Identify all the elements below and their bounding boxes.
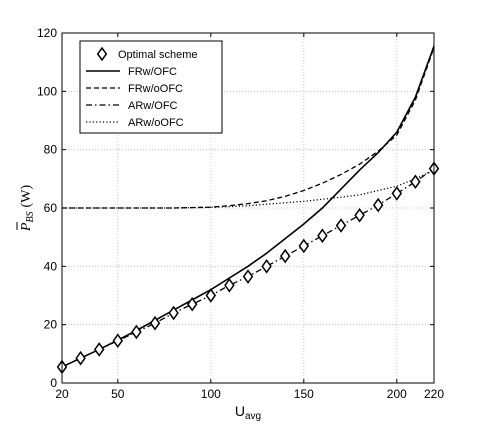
data-point-optimal-scheme bbox=[93, 342, 105, 357]
data-point-optimal-scheme bbox=[317, 228, 328, 243]
data-point-optimal-scheme bbox=[391, 186, 403, 201]
data-point-optimal-scheme bbox=[168, 305, 179, 321]
x-tick-label: 100 bbox=[201, 387, 221, 401]
data-point-optimal-scheme bbox=[75, 350, 86, 366]
series-line-frw-ofc bbox=[61, 45, 435, 368]
y-axis-title-symbol: P bbox=[19, 222, 34, 232]
x-tick-label: 200 bbox=[387, 387, 407, 401]
x-axis-ticks: 20 50 100 150 200 220 bbox=[55, 33, 444, 401]
y-tick-label: 20 bbox=[44, 318, 58, 332]
data-point-optimal-scheme bbox=[186, 296, 198, 312]
y-axis-title: PBS (W) bbox=[16, 185, 36, 233]
y-axis-title-text: PBS (W) bbox=[19, 185, 36, 233]
series-line-arw-oofc bbox=[62, 169, 435, 209]
data-point-optimal-scheme bbox=[112, 333, 124, 348]
legend-label-optimal-scheme: Optimal scheme bbox=[118, 49, 197, 61]
legend: Optimal scheme FRw/OFC FRw/oOFC ARw/OFC ARw/… bbox=[79, 40, 223, 134]
legend-label-frw-ofc: FRw/OFC bbox=[128, 66, 177, 78]
data-point-optimal-scheme bbox=[205, 288, 217, 303]
data-point-optimal-scheme bbox=[354, 208, 365, 223]
data-point-optimal-scheme bbox=[279, 248, 291, 264]
y-tick-label: 80 bbox=[44, 143, 58, 157]
x-tick-label: 20 bbox=[55, 387, 69, 401]
x-axis-title-main: U bbox=[235, 403, 245, 419]
data-point-optimal-scheme bbox=[298, 238, 310, 254]
x-tick-label: 50 bbox=[111, 387, 125, 401]
data-point-optimal-scheme bbox=[131, 324, 142, 340]
y-tick-label: 120 bbox=[37, 26, 57, 40]
x-tick-label: 150 bbox=[294, 387, 314, 401]
data-point-optimal-scheme bbox=[149, 315, 161, 331]
data-point-optimal-scheme bbox=[410, 174, 421, 190]
y-tick-label: 0 bbox=[50, 376, 57, 390]
legend-label-frw-oofc: FRw/oOFC bbox=[128, 83, 183, 95]
data-point-optimal-scheme bbox=[335, 218, 347, 233]
legend-label-arw-ofc: ARw/OFC bbox=[128, 100, 178, 112]
legend-marker-optimal-scheme bbox=[96, 46, 108, 62]
data-point-optimal-scheme bbox=[224, 278, 235, 293]
y-axis-title-sub: BS bbox=[25, 211, 36, 222]
legend-label-arw-oofc: ARw/oOFC bbox=[128, 117, 184, 129]
y-tick-label: 100 bbox=[37, 84, 57, 98]
y-axis-title-unit: (W) bbox=[19, 185, 34, 208]
data-point-optimal-scheme bbox=[372, 197, 384, 213]
y-axis-ticks: 0 20 40 60 80 100 120 bbox=[37, 26, 434, 390]
x-axis-title-sub: avg bbox=[245, 411, 261, 422]
y-tick-label: 40 bbox=[44, 259, 58, 273]
data-point-optimal-scheme bbox=[261, 259, 272, 274]
y-tick-label: 60 bbox=[44, 201, 58, 215]
x-axis-title: Uavg bbox=[235, 403, 261, 422]
data-point-optimal-scheme bbox=[242, 269, 254, 284]
x-tick-label: 220 bbox=[424, 387, 444, 401]
